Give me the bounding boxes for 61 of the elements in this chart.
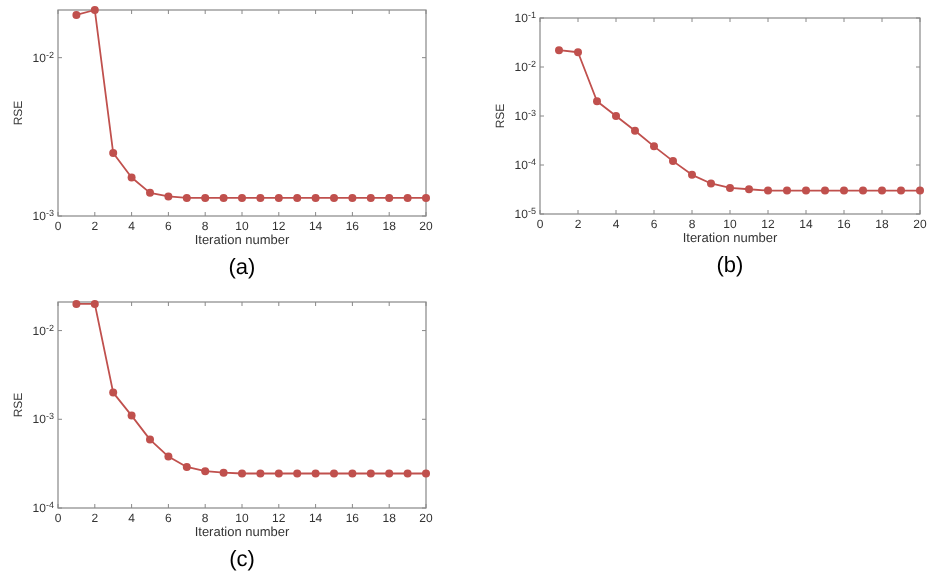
- point: [201, 467, 210, 476]
- point: [726, 183, 734, 192]
- point: [555, 46, 563, 55]
- point: [146, 435, 154, 444]
- point: [72, 299, 81, 308]
- point: [348, 469, 357, 478]
- point: [385, 469, 394, 478]
- point: [385, 193, 394, 202]
- point: [238, 193, 246, 202]
- point: [840, 186, 848, 195]
- point: [219, 193, 228, 202]
- point: [238, 469, 246, 478]
- text: (c): [229, 548, 255, 572]
- point: [802, 186, 810, 195]
- point: [219, 468, 228, 477]
- point: [916, 186, 924, 195]
- point: [366, 193, 375, 202]
- point: [127, 173, 136, 182]
- point: [330, 193, 338, 202]
- point: [422, 469, 430, 478]
- point: [669, 157, 677, 166]
- point: [311, 469, 320, 478]
- point: [783, 186, 791, 195]
- point: [293, 193, 302, 202]
- point: [366, 469, 375, 478]
- point: [348, 193, 357, 202]
- point: [821, 186, 829, 195]
- point: [72, 10, 81, 19]
- point: [274, 193, 283, 202]
- point: [182, 193, 191, 202]
- point: [109, 148, 118, 157]
- point: [311, 193, 320, 202]
- point: [201, 193, 210, 202]
- point: [109, 388, 118, 397]
- point: [745, 185, 753, 194]
- point: [146, 188, 154, 197]
- point: [593, 97, 601, 106]
- point: [256, 193, 265, 202]
- point: [127, 411, 136, 420]
- point: [422, 193, 430, 202]
- text: (b): [716, 254, 744, 278]
- point: [256, 469, 265, 478]
- point: [182, 462, 191, 471]
- point: [878, 186, 886, 195]
- point: [574, 48, 582, 57]
- text: (a): [228, 256, 256, 280]
- point: [403, 469, 412, 478]
- point: [707, 179, 715, 188]
- point: [330, 469, 338, 478]
- point: [274, 469, 283, 478]
- point: [293, 469, 302, 478]
- point: [164, 192, 173, 201]
- point: [612, 112, 620, 120]
- point: [650, 142, 658, 151]
- point: [403, 193, 412, 202]
- point: [631, 126, 639, 135]
- point: [897, 186, 905, 195]
- point: [764, 186, 772, 195]
- point: [164, 452, 173, 461]
- point: [859, 186, 867, 195]
- point: [688, 170, 696, 179]
